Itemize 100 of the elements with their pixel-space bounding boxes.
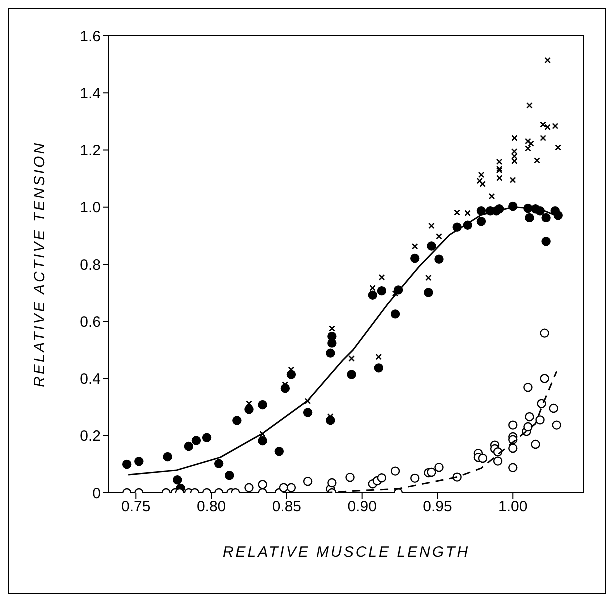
- y-tick-label: 1.6: [80, 28, 101, 46]
- point: [258, 436, 268, 446]
- point: [274, 446, 284, 456]
- point: [534, 157, 540, 164]
- point: [377, 474, 387, 483]
- point: [476, 206, 486, 216]
- point: [552, 420, 562, 430]
- y-tick-label: 0.8: [80, 256, 101, 274]
- point: [476, 217, 486, 226]
- point: [524, 422, 533, 432]
- point: [225, 470, 234, 480]
- point: [540, 328, 550, 338]
- point: [511, 153, 518, 160]
- point: [511, 158, 518, 165]
- y-tick-label: 1.0: [80, 200, 101, 217]
- point: [410, 474, 420, 484]
- point: [173, 476, 182, 485]
- point: [496, 175, 503, 182]
- point: [428, 222, 435, 230]
- point: [536, 416, 545, 425]
- point: [427, 468, 436, 478]
- x-tick-label: 0.95: [423, 498, 452, 516]
- point: [348, 356, 355, 362]
- point: [303, 408, 313, 418]
- point: [202, 433, 212, 442]
- point: [436, 233, 442, 240]
- point: [370, 285, 376, 292]
- point: [134, 456, 144, 466]
- point: [326, 348, 336, 358]
- point: [346, 472, 355, 482]
- point: [392, 290, 399, 297]
- point: [304, 398, 312, 404]
- point: [390, 310, 400, 319]
- point: [214, 459, 224, 468]
- point: [544, 57, 551, 64]
- point: [496, 158, 503, 166]
- point: [537, 399, 546, 408]
- point: [549, 404, 558, 414]
- point: [525, 145, 532, 152]
- point: [376, 354, 382, 360]
- x-tick-label: 0.90: [348, 498, 377, 516]
- point: [524, 383, 533, 392]
- point: [454, 210, 460, 216]
- point: [540, 374, 550, 384]
- x-tick-label: 0.80: [196, 498, 226, 516]
- point: [184, 442, 194, 452]
- point: [412, 243, 418, 250]
- point: [476, 178, 484, 184]
- point: [525, 138, 532, 145]
- y-tick-label: 1.4: [80, 85, 101, 102]
- point: [508, 420, 518, 430]
- y-tick-label: 1.2: [80, 142, 101, 160]
- y-tick-label: 0.4: [80, 371, 101, 388]
- point: [480, 181, 486, 188]
- point: [258, 400, 268, 410]
- point: [368, 290, 378, 300]
- x-axis-title: RELATIVE MUSCLE LENGTH: [222, 544, 470, 561]
- point: [347, 370, 356, 380]
- point: [244, 405, 254, 414]
- y-tick-label: 0: [92, 485, 101, 502]
- point: [303, 476, 313, 486]
- point: [478, 454, 488, 464]
- point: [279, 483, 289, 492]
- point: [508, 444, 518, 454]
- point: [410, 254, 420, 264]
- point: [427, 242, 436, 251]
- point: [511, 135, 518, 142]
- point: [555, 144, 562, 151]
- point: [163, 452, 172, 462]
- point: [525, 412, 534, 422]
- point: [232, 416, 242, 426]
- point: [540, 135, 546, 142]
- point: [531, 440, 540, 450]
- point: [542, 213, 551, 223]
- y-axis-title: RELATIVE ACTIVE TENSION: [31, 141, 48, 388]
- point: [426, 274, 432, 282]
- point: [488, 193, 496, 200]
- point: [374, 364, 384, 373]
- y-tick-label: 0.6: [80, 314, 101, 331]
- point: [542, 237, 551, 246]
- point: [122, 460, 132, 470]
- point: [328, 338, 337, 348]
- x-tick-label: 0.75: [122, 498, 151, 516]
- point: [424, 288, 434, 298]
- point: [390, 466, 400, 476]
- point: [508, 463, 518, 472]
- point: [528, 140, 534, 148]
- point: [525, 213, 534, 223]
- point: [511, 148, 518, 155]
- x-tick-label: 0.85: [272, 498, 302, 516]
- point: [258, 480, 268, 490]
- y-tick-label: 0.2: [80, 428, 101, 446]
- x-tick-label: 1.00: [498, 498, 528, 516]
- point: [478, 172, 485, 178]
- point: [329, 326, 336, 332]
- point: [493, 456, 503, 466]
- point: [434, 254, 444, 264]
- point: [377, 286, 387, 296]
- point: [260, 431, 266, 438]
- point: [328, 478, 337, 488]
